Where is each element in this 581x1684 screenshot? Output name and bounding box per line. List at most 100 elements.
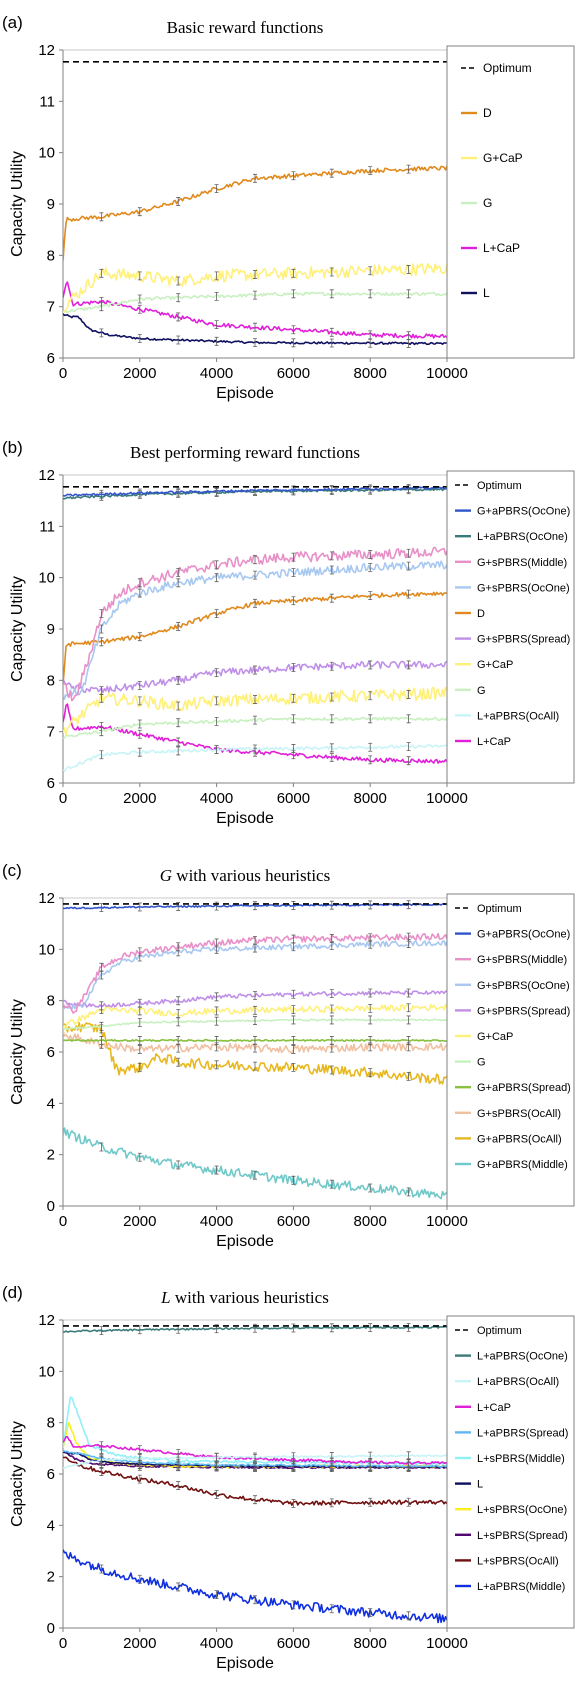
error-bar (291, 1175, 296, 1185)
legend-label: L+aPBRS(Middle) (477, 1581, 565, 1593)
legend-label: G (477, 685, 486, 697)
series-line-g-spbrs-ocone- (63, 560, 447, 700)
x-tick-label: 0 (59, 1213, 67, 1230)
error-bar (99, 328, 104, 338)
error-bar (99, 212, 104, 222)
legend-item: G+CaP (455, 1031, 513, 1043)
error-bar (368, 691, 373, 701)
y-tick-label: 6 (47, 1044, 55, 1061)
legend-label: L+sPBRS(OcAll) (477, 1555, 559, 1567)
error-bar (99, 302, 104, 312)
error-bar (253, 270, 257, 279)
error-bar (291, 171, 296, 181)
legend-label: G+sPBRS(Spread) (477, 1005, 570, 1017)
y-tick-label: 10 (38, 941, 55, 958)
series-group (63, 1322, 447, 1624)
error-bar (406, 1451, 411, 1461)
error-bar (214, 1016, 219, 1026)
legend-label: G+CaP (477, 1031, 513, 1043)
x-tick-label: 0 (59, 365, 67, 382)
y-tick-label: 7 (47, 299, 55, 316)
chart-panel-b: (b) Best performing reward functions 6 7 8 9 1… (2, 438, 575, 827)
error-bar (214, 1006, 219, 1016)
error-bar (99, 750, 104, 760)
error-bar (406, 164, 411, 174)
legend-box (446, 470, 575, 784)
y-tick-label: 8 (47, 247, 55, 264)
error-bar (137, 207, 142, 217)
legend-item: G+sPBRS(OcAll) (455, 1108, 561, 1120)
y-tick-label: 6 (47, 775, 55, 792)
x-axis-label: Episode (216, 1233, 274, 1250)
error-bar (253, 173, 257, 183)
error-bar (137, 294, 142, 304)
legend-label: G (477, 1057, 486, 1069)
error-bar (329, 1004, 334, 1014)
error-bar (406, 742, 411, 752)
error-bar (368, 289, 373, 299)
x-tick-label: 4000 (200, 1635, 233, 1652)
error-bar (291, 1036, 296, 1045)
error-bar (329, 934, 334, 943)
error-bar (329, 900, 334, 910)
legend-item: G+aPBRS(OcOne) (455, 506, 570, 518)
error-bar (176, 1582, 181, 1592)
x-tick-label: 6000 (277, 1213, 310, 1230)
error-bar (214, 336, 219, 346)
y-tick-label: 4 (47, 1095, 55, 1112)
chart-panel-a: (a) Basic reward functions 6 7 8 9 10 11 12 0 2000… (2, 13, 575, 402)
error-bar (137, 902, 142, 912)
legend-item: L+CaP (461, 241, 520, 255)
legend-label: L+sPBRS(Middle) (477, 1453, 565, 1465)
legend-box (446, 1315, 575, 1629)
error-bar (253, 338, 257, 347)
error-bar (291, 744, 296, 753)
error-bar (99, 1021, 104, 1031)
legend-item: L (461, 286, 490, 300)
error-bar (368, 1003, 373, 1013)
error-bar (291, 714, 296, 724)
error-bar (368, 1015, 373, 1025)
error-bar (368, 1068, 373, 1077)
x-tick-label: 8000 (354, 365, 387, 382)
error-bar (99, 727, 104, 737)
legend-item: Optimum (455, 480, 522, 492)
legend-label: Optimum (477, 1325, 522, 1337)
y-tick-label: 12 (38, 890, 55, 907)
error-bar (406, 1015, 411, 1025)
error-bar (368, 1497, 373, 1507)
error-bar (291, 1452, 296, 1462)
x-tick-label: 4000 (200, 365, 233, 382)
error-bar (253, 715, 257, 725)
error-bar (291, 901, 296, 910)
error-bar (329, 267, 334, 277)
error-bar (176, 701, 181, 711)
error-bar (176, 276, 181, 286)
legend-label: Optimum (483, 61, 532, 75)
error-bar (137, 947, 142, 957)
error-bar (137, 1454, 142, 1463)
error-bar (99, 609, 104, 618)
error-bar (176, 675, 181, 685)
error-bar (253, 555, 257, 565)
error-bar (368, 563, 373, 572)
x-tick-label: 2000 (123, 365, 156, 382)
error-bar (406, 932, 411, 942)
error-bar (329, 565, 334, 575)
x-tick-label: 6000 (277, 790, 310, 807)
error-bar (291, 325, 296, 335)
legend-label: L+CaP (477, 1402, 511, 1414)
error-bar (368, 742, 373, 752)
error-bar (368, 1036, 373, 1045)
series-line-g-spbrs-middle- (63, 546, 447, 702)
error-bar (214, 1165, 219, 1175)
error-bar (368, 933, 373, 943)
series-group (63, 61, 447, 348)
error-bar (176, 622, 181, 631)
error-bar (214, 696, 219, 706)
legend-item: L+sPBRS(OcOne) (455, 1504, 567, 1516)
y-tick-label: 4 (47, 1517, 55, 1534)
legend-item: G+sPBRS(Middle) (455, 954, 567, 966)
legend-label: G+sPBRS(Spread) (477, 634, 570, 646)
legend-label: G (483, 196, 492, 210)
